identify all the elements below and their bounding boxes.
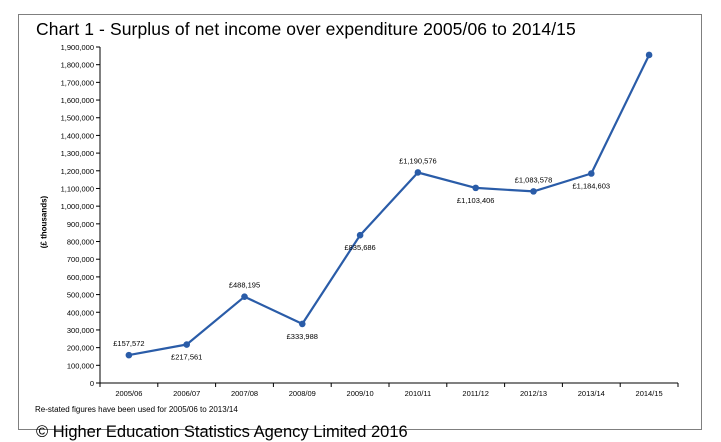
y-tick-label: 800,000 [67, 238, 94, 247]
x-tick-label: 2011/12 [462, 389, 489, 398]
x-tick-label: 2007/08 [231, 389, 258, 398]
series-line [128, 54, 651, 357]
data-point [356, 231, 364, 239]
x-tick-label: 2006/07 [173, 389, 200, 398]
y-axis-label: (£ thousands) [39, 195, 49, 249]
data-point [125, 351, 133, 359]
y-tick-label: 1,400,000 [61, 131, 94, 140]
x-tick-label: 2005/06 [115, 389, 142, 398]
x-tick-label: 2009/10 [347, 389, 374, 398]
data-point [299, 320, 306, 328]
x-tick-label: 2008/09 [289, 389, 316, 398]
y-tick-label: 700,000 [67, 255, 94, 264]
y-tick-label: 1,900,000 [61, 43, 94, 52]
y-tick-label: 1,300,000 [61, 149, 94, 158]
y-tick-label: 1,800,000 [61, 61, 94, 70]
y-tick-label: 1,000,000 [61, 202, 94, 211]
y-tick-label: 900,000 [67, 220, 94, 229]
copyright: © Higher Education Statistics Agency Lim… [36, 423, 408, 441]
data-point [241, 293, 248, 300]
y-tick-label: 1,100,000 [61, 184, 94, 193]
y-tick-label: 0 [90, 379, 94, 388]
data-point [530, 188, 537, 195]
data-label: £835,686 [344, 243, 375, 252]
data-label: £333,988 [287, 332, 318, 341]
y-tick-label: 1,600,000 [61, 96, 94, 105]
data-point [183, 341, 190, 348]
restated-note: Re-stated figures have been used for 200… [35, 405, 238, 414]
y-tick-label: 300,000 [67, 326, 94, 335]
x-tick-label: 2010/11 [405, 389, 432, 398]
y-tick-label: 1,700,000 [61, 78, 94, 87]
y-tick-label: 600,000 [67, 273, 94, 282]
data-label: £488,195 [229, 281, 260, 290]
data-label: £1,190,576 [399, 156, 437, 165]
y-tick-label: 200,000 [67, 344, 94, 353]
data-label: £217,561 [171, 353, 202, 362]
y-tick-label: 400,000 [67, 308, 94, 317]
x-tick-label: 2012/13 [520, 389, 547, 398]
data-point [472, 184, 480, 192]
y-tick-label: 500,000 [67, 291, 94, 300]
data-label: £1,083,578 [515, 175, 553, 184]
data-label: £1,103,406 [457, 196, 495, 205]
data-point [414, 169, 422, 176]
y-tick-label: 100,000 [67, 361, 94, 370]
chart-frame [18, 14, 702, 430]
chart-title: Chart 1 - Surplus of net income over exp… [36, 19, 576, 39]
y-tick-label: 1,500,000 [61, 114, 94, 123]
data-point [588, 170, 595, 177]
data-label: £1,184,603 [573, 182, 611, 191]
x-tick-label: 2014/15 [636, 389, 663, 398]
x-tick-label: 2013/14 [578, 389, 605, 398]
data-point [645, 51, 653, 59]
data-label: £157,572 [113, 339, 144, 348]
y-tick-label: 1,200,000 [61, 167, 94, 176]
